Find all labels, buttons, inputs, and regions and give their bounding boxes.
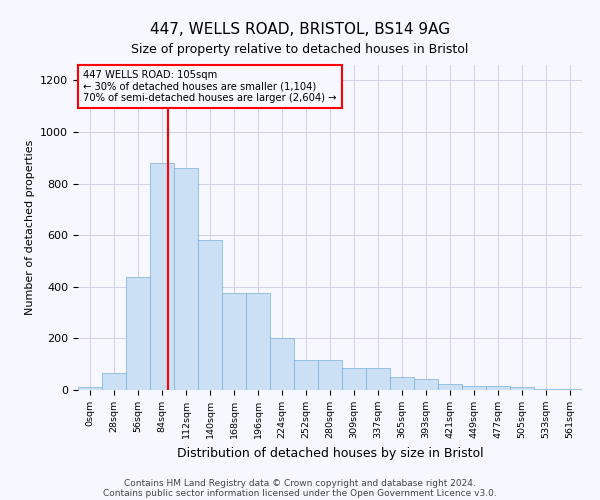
- Bar: [270, 338, 294, 390]
- Bar: [126, 276, 150, 390]
- Y-axis label: Number of detached properties: Number of detached properties: [25, 140, 35, 315]
- Text: Contains public sector information licensed under the Open Government Licence v3: Contains public sector information licen…: [103, 488, 497, 498]
- Text: Contains HM Land Registry data © Crown copyright and database right 2024.: Contains HM Land Registry data © Crown c…: [124, 478, 476, 488]
- Bar: [366, 368, 390, 390]
- Bar: [534, 388, 558, 390]
- Text: 447 WELLS ROAD: 105sqm
← 30% of detached houses are smaller (1,104)
70% of semi-: 447 WELLS ROAD: 105sqm ← 30% of detached…: [83, 70, 337, 103]
- Bar: [510, 388, 534, 390]
- Bar: [102, 373, 126, 390]
- Bar: [198, 240, 222, 390]
- Bar: [318, 360, 342, 390]
- X-axis label: Distribution of detached houses by size in Bristol: Distribution of detached houses by size …: [176, 446, 484, 460]
- Bar: [246, 294, 270, 390]
- Bar: [342, 368, 366, 390]
- Text: 447, WELLS ROAD, BRISTOL, BS14 9AG: 447, WELLS ROAD, BRISTOL, BS14 9AG: [150, 22, 450, 38]
- Bar: [222, 294, 246, 390]
- Bar: [414, 379, 438, 390]
- Bar: [150, 163, 174, 390]
- Bar: [438, 384, 462, 390]
- Bar: [174, 168, 198, 390]
- Bar: [390, 377, 414, 390]
- Bar: [294, 360, 318, 390]
- Bar: [78, 387, 102, 390]
- Bar: [486, 386, 510, 390]
- Text: Size of property relative to detached houses in Bristol: Size of property relative to detached ho…: [131, 42, 469, 56]
- Bar: [462, 386, 486, 390]
- Bar: [558, 388, 582, 390]
